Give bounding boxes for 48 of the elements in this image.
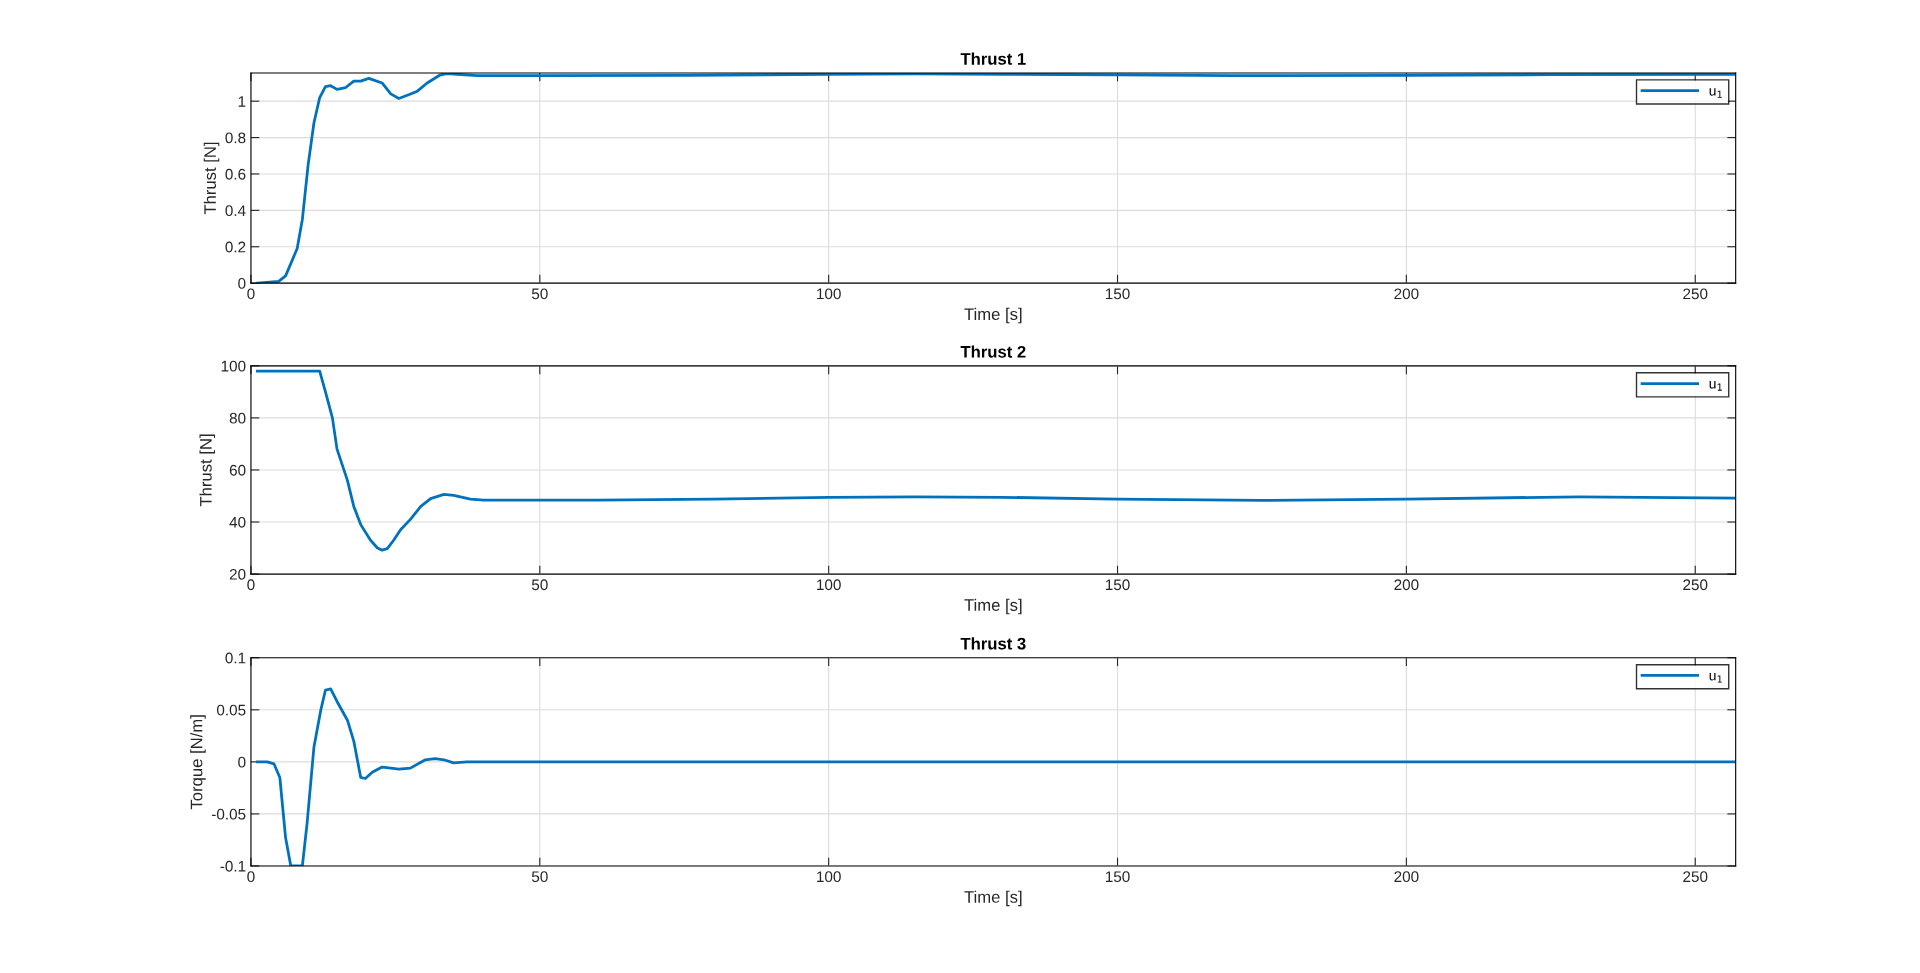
- x-axis-title: Time [s]: [964, 890, 1022, 907]
- y-tick-label: 0.2: [225, 241, 246, 253]
- x-tick-label: 50: [531, 579, 548, 591]
- y-axis-title: Thrust [N]: [199, 434, 216, 507]
- line-series: [255, 369, 1736, 552]
- y-tick-label: 0.8: [225, 132, 246, 144]
- x-tick-label: 0: [247, 579, 255, 591]
- y-tick-label: 0.4: [225, 205, 246, 217]
- y-tick-label: 0.6: [225, 168, 246, 180]
- x-tick-label: 250: [1683, 288, 1708, 300]
- x-tick-label: 100: [817, 288, 841, 300]
- y-tick-label: 20: [229, 568, 246, 580]
- x-tick-label: 150: [1105, 871, 1130, 883]
- legend-label: u$_{1}$: [1709, 381, 1722, 391]
- legend-label: u$_{1}$: [1709, 672, 1722, 683]
- x-axis-title: Time [s]: [964, 598, 1022, 615]
- y-axis-title: Thrust [N]: [203, 142, 220, 215]
- x-tick-label: 100: [817, 871, 841, 883]
- x-tick-label: 0: [247, 871, 255, 883]
- chart-title: Thrust 2: [960, 345, 1026, 358]
- x-tick-label: 200: [1394, 579, 1419, 591]
- y-axis-title: Torque [N/m]: [190, 715, 206, 810]
- x-tick-label: 200: [1394, 871, 1419, 883]
- x-tick-label: 250: [1683, 871, 1708, 883]
- y-tick-label: 80: [229, 412, 246, 424]
- x-tick-label: 50: [531, 871, 548, 883]
- x-tick-label: 50: [531, 288, 548, 300]
- y-tick-label: 0.1: [225, 652, 246, 664]
- x-tick-label: 250: [1683, 579, 1708, 591]
- y-tick-label: 60: [229, 464, 246, 476]
- x-tick-label: 0: [247, 288, 255, 300]
- legend-label: u$_{1}$: [1709, 88, 1722, 98]
- chart-title: Thrust 3: [960, 637, 1026, 650]
- y-tick-label: 100: [221, 360, 246, 372]
- y-tick-label: 0: [238, 756, 246, 768]
- y-tick-label: -0.05: [211, 808, 246, 820]
- x-tick-label: 100: [817, 579, 841, 591]
- x-tick-label: 150: [1105, 579, 1130, 591]
- chart-title: Thrust 1: [960, 52, 1026, 65]
- line-series: [255, 687, 1736, 866]
- y-tick-label: -0.1: [220, 860, 246, 872]
- y-tick-label: 0.05: [216, 704, 246, 716]
- y-tick-label: 40: [229, 516, 246, 528]
- y-tick-label: 1: [238, 96, 246, 107]
- x-tick-label: 200: [1394, 288, 1419, 300]
- x-axis-title: Time [s]: [964, 307, 1022, 324]
- y-tick-label: 0: [238, 278, 246, 289]
- x-tick-label: 150: [1105, 288, 1130, 300]
